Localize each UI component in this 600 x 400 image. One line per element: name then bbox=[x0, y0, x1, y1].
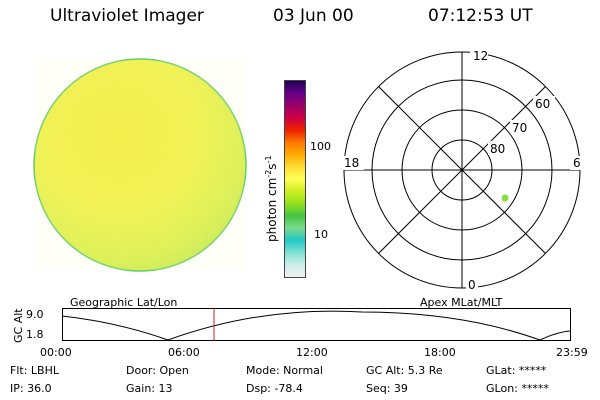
info-glon: GLon: ***** bbox=[486, 382, 549, 395]
instrument-title: Ultraviolet Imager bbox=[50, 6, 204, 26]
timeline-tick-1200: 12:00 bbox=[296, 346, 328, 359]
uv-earth-image bbox=[33, 58, 247, 272]
colorbar-tick-high: 100 bbox=[310, 140, 331, 153]
spacecraft-position-dot bbox=[501, 194, 509, 202]
info-seq: Seq: 39 bbox=[366, 382, 408, 395]
polar-label-12: 12 bbox=[473, 49, 488, 63]
timeline-axis-label: GC Alt bbox=[12, 308, 25, 343]
info-ip: IP: 36.0 bbox=[10, 382, 52, 395]
polar-label-0: 0 bbox=[468, 278, 476, 292]
info-door: Door: Open bbox=[126, 364, 189, 377]
timeline-y-min: 1.8 bbox=[26, 328, 44, 341]
polar-label-18: 18 bbox=[344, 156, 359, 170]
info-gain: Gain: 13 bbox=[126, 382, 173, 395]
timeline-right-caption: Apex MLat/MLT bbox=[420, 296, 503, 309]
altitude-curve bbox=[62, 310, 571, 341]
timeline-tick-0600: 06:00 bbox=[168, 346, 200, 359]
timeline-left-caption: Geographic Lat/Lon bbox=[70, 296, 178, 309]
info-dsp: Dsp: -78.4 bbox=[246, 382, 303, 395]
timeline-frame bbox=[62, 308, 571, 341]
polar-ring-label-80: 80 bbox=[490, 142, 505, 156]
image-date: 03 Jun 00 bbox=[273, 6, 354, 26]
colorbar-unit-label: photon cm-2s-1 bbox=[264, 155, 279, 242]
colorbar bbox=[284, 80, 306, 278]
timeline-tick-1800: 18:00 bbox=[424, 346, 456, 359]
info-filter: Flt: LBHL bbox=[10, 364, 59, 377]
timeline-tick-2359: 23:59 bbox=[556, 346, 588, 359]
polar-ring-label-70: 70 bbox=[512, 121, 527, 135]
polar-ring-label-60: 60 bbox=[535, 97, 550, 111]
colorbar-tick-low: 10 bbox=[314, 228, 328, 241]
info-gc-alt: GC Alt: 5.3 Re bbox=[366, 364, 443, 377]
polar-label-6: 6 bbox=[573, 156, 581, 170]
info-mode: Mode: Normal bbox=[246, 364, 323, 377]
timeline-tick-0000: 00:00 bbox=[40, 346, 72, 359]
altitude-timeline bbox=[62, 308, 571, 341]
info-glat: GLat: ***** bbox=[486, 364, 547, 377]
timeline-y-max: 9.0 bbox=[26, 308, 44, 321]
polar-plot: 12 18 6 0 60 70 80 bbox=[342, 48, 584, 292]
image-time: 07:12:53 UT bbox=[428, 6, 533, 26]
